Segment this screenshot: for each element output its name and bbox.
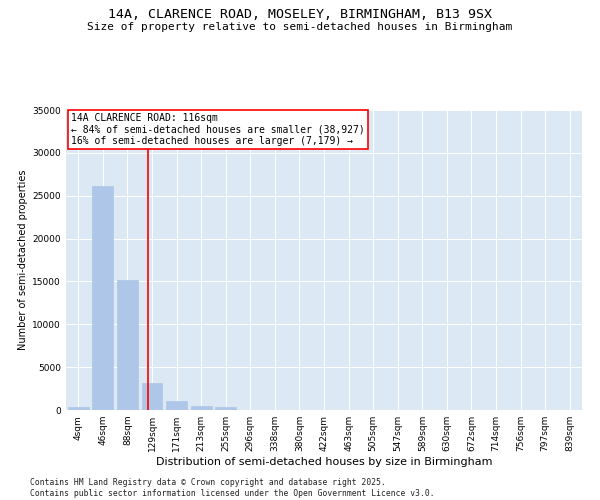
Text: 14A CLARENCE ROAD: 116sqm
← 84% of semi-detached houses are smaller (38,927)
16%: 14A CLARENCE ROAD: 116sqm ← 84% of semi-… (71, 113, 365, 146)
Bar (191, 406, 212, 410)
Bar (117, 280, 138, 410)
Bar (215, 408, 236, 410)
Bar (142, 382, 163, 410)
Bar (166, 400, 187, 410)
Text: 14A, CLARENCE ROAD, MOSELEY, BIRMINGHAM, B13 9SX: 14A, CLARENCE ROAD, MOSELEY, BIRMINGHAM,… (108, 8, 492, 20)
Text: Size of property relative to semi-detached houses in Birmingham: Size of property relative to semi-detach… (88, 22, 512, 32)
X-axis label: Distribution of semi-detached houses by size in Birmingham: Distribution of semi-detached houses by … (156, 457, 492, 467)
Bar (68, 406, 89, 410)
Text: Contains HM Land Registry data © Crown copyright and database right 2025.
Contai: Contains HM Land Registry data © Crown c… (30, 478, 434, 498)
Bar (92, 186, 113, 410)
Y-axis label: Number of semi-detached properties: Number of semi-detached properties (18, 170, 28, 350)
